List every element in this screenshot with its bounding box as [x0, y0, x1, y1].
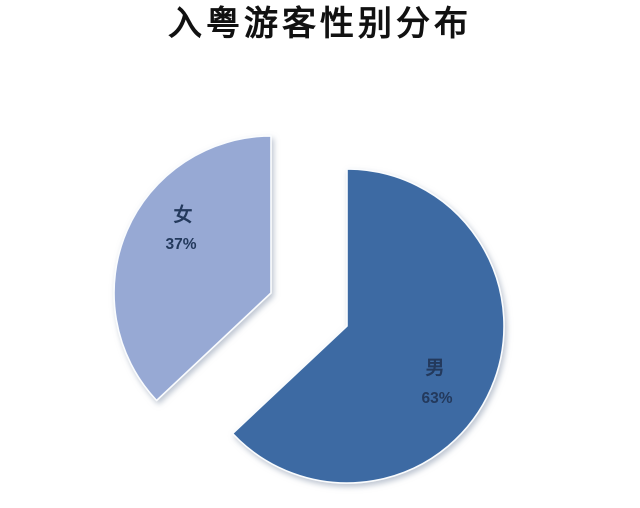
pie-slice-male	[231, 168, 505, 484]
pie-slice-female	[113, 135, 272, 402]
label-male-value: 63%	[421, 390, 452, 407]
label-female-value: 37%	[165, 236, 196, 253]
label-female-name: 女	[173, 203, 192, 226]
label-male-name: 男	[425, 357, 444, 379]
chart-title: 入粤游客性别分布	[168, 6, 472, 43]
